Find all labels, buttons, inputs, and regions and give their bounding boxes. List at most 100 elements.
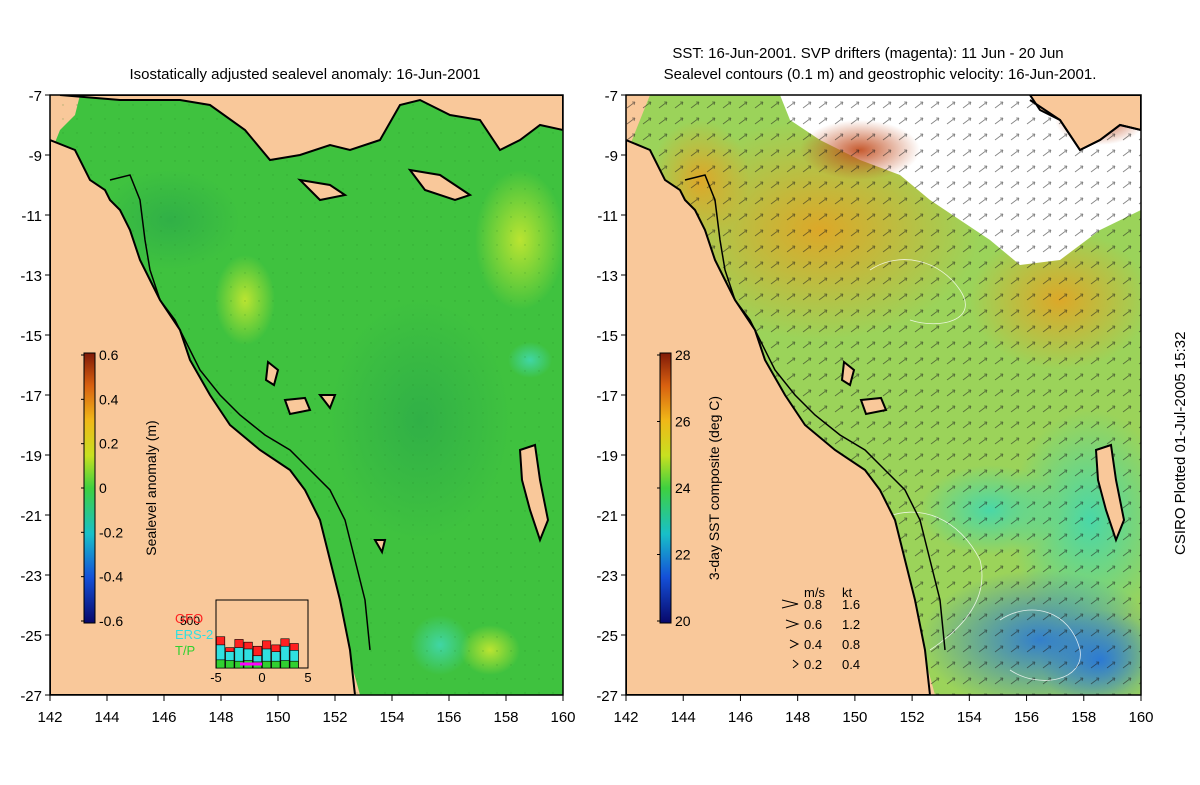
australia-land — [50, 138, 357, 695]
speed-legend-ms-value: 0.2 — [804, 657, 822, 672]
inset-frame — [215, 599, 309, 669]
left-lon-tick-label: 150 — [265, 709, 290, 726]
right-lon-tick-label: 144 — [671, 709, 696, 726]
speed-legend-kt-value: 1.2 — [842, 617, 860, 632]
left-lon-tick-label: 154 — [379, 709, 404, 726]
inset-bar-tp — [289, 660, 299, 669]
left-lat-tick-label: -19 — [20, 448, 42, 465]
island — [518, 443, 550, 543]
inset-legend-item: GFO — [175, 611, 203, 626]
sla-colorbar-tick-label: -0.6 — [99, 613, 123, 629]
islands — [407, 168, 473, 202]
inset-legend-item: ERS-2 — [175, 627, 213, 642]
shelf-contour — [109, 174, 371, 651]
inset-x-ticks: -5 0 5 — [210, 670, 311, 685]
left-lat-tick-label: -27 — [20, 688, 42, 705]
inset-bar-tp — [216, 659, 226, 669]
left-lon-tick-label: 156 — [436, 709, 461, 726]
inset-x-tick-label: 0 — [258, 670, 265, 685]
speed-legend-rows: 0.8 1.6 0.6 1.2 0.4 0.8 0.2 0.4 — [781, 597, 860, 672]
right-lat-tick-label: -15 — [596, 328, 618, 345]
left-lat-tick-label: -17 — [20, 388, 42, 405]
island — [283, 396, 312, 416]
sla-colorbar-tick-label: 0.4 — [99, 391, 119, 407]
coastline — [1029, 99, 1141, 152]
inset-x-tick-label: -5 — [210, 670, 222, 685]
left-lat-tick-label: -25 — [20, 628, 42, 645]
right-lat-tick-label: -19 — [596, 448, 618, 465]
left-lon-tick-label: 146 — [151, 709, 176, 726]
right-lat-tick-label: -25 — [596, 628, 618, 645]
left-lat-ticks: -7 -9 -11 -13 -15 -17 -19 -21 -23 -25 -27 — [20, 88, 50, 705]
sst-colorbar-gradient — [659, 352, 672, 624]
sla-colorbar-label: Sealevel anomaly (m) — [143, 420, 159, 555]
sla-colorbar-gradient — [83, 352, 96, 624]
left-lon-tick-label: 160 — [550, 709, 575, 726]
left-lon-tick-label: 144 — [94, 709, 119, 726]
sst-colorbar-tick-label: 28 — [675, 347, 691, 363]
inset-bars — [216, 636, 299, 669]
sst-colorbar-label: 3-day SST composite (deg C) — [706, 396, 722, 580]
inset-x-tick-label: 5 — [304, 670, 311, 685]
right-lon-tick-label: 148 — [785, 709, 810, 726]
new-guinea-land — [59, 95, 563, 162]
right-lon-tick-label: 142 — [613, 709, 638, 726]
right-lat-tick-label: -13 — [596, 268, 618, 285]
speed-legend-ms-value: 0.4 — [804, 637, 822, 652]
right-lon-tick-label: 150 — [842, 709, 867, 726]
left-lat-tick-label: -9 — [29, 148, 42, 165]
right-lat-tick-label: -21 — [596, 508, 618, 525]
left-lon-tick-label: 158 — [493, 709, 518, 726]
right-lon-tick-label: 160 — [1128, 709, 1153, 726]
left-lat-tick-label: -21 — [20, 508, 42, 525]
right-lat-tick-label: -7 — [605, 88, 618, 105]
left-lon-tick-label: 142 — [37, 709, 62, 726]
sealevel-contour — [999, 609, 1081, 681]
left-lat-tick-label: -15 — [20, 328, 42, 345]
australia-land — [626, 138, 932, 695]
plot-credit: CSIRO Plotted 01-Jul-2005 15:32 — [1172, 332, 1189, 555]
sst-colorbar-tick-label: 26 — [675, 414, 691, 430]
sst-colorbar-ticks: 28 26 24 22 20 — [657, 347, 691, 629]
speed-legend-ms-value: 0.6 — [804, 617, 822, 632]
shelf-contour — [684, 174, 946, 651]
sla-colorbar-tick-label: -0.4 — [99, 569, 123, 585]
right-lat-tick-label: -11 — [597, 208, 618, 225]
speed-legend-arrow — [792, 659, 799, 669]
speed-legend-arrow — [789, 639, 800, 649]
inset-legend-item: T/P — [175, 643, 195, 658]
sealevel-contour — [869, 259, 966, 325]
left-lon-tick-label: 152 — [322, 709, 347, 726]
sealevel-contour — [879, 511, 983, 651]
sla-colorbar-tick-label: 0.6 — [99, 347, 119, 363]
inset-bar-tp — [280, 660, 290, 669]
speed-legend-arrow — [781, 599, 799, 609]
right-lat-tick-label: -9 — [605, 148, 618, 165]
speed-legend-header-kt: kt — [842, 585, 853, 600]
left-lon-ticks: 142 144 146 148 150 152 154 156 158 160 — [37, 695, 576, 726]
left-lat-tick-label: -7 — [29, 88, 42, 105]
sla-colorbar-ticks: 0.6 0.4 0.2 0 -0.2 -0.4 -0.6 — [81, 347, 123, 629]
right-lat-tick-label: -23 — [596, 568, 618, 585]
right-lon-tick-label: 152 — [900, 709, 925, 726]
speed-legend-arrow — [785, 619, 800, 629]
right-panel-title-line2: Sealevel contours (0.1 m) and geostrophi… — [664, 66, 1097, 83]
inset-bar-tp — [225, 660, 235, 669]
inset-bar-tp — [262, 660, 272, 669]
islands — [297, 178, 348, 202]
sst-colorbar-tick-label: 22 — [675, 547, 691, 563]
speed-legend: m/s kt 0.8 1.6 0.6 1.2 0.4 0.8 0.2 0.4 — [781, 585, 860, 672]
right-lat-ticks: -7 -9 -11 -13 -15 -17 -19 -21 -23 -25 -27 — [596, 88, 626, 705]
speed-legend-kt-value: 0.4 — [842, 657, 860, 672]
sla-colorbar-tick-label: -0.2 — [99, 524, 123, 540]
right-lat-tick-label: -17 — [596, 388, 618, 405]
inset-bar-tp — [271, 660, 281, 669]
left-lat-tick-label: -11 — [21, 208, 42, 225]
right-map-panel: SST: 16-Jun-2001. SVP drifters (magenta)… — [596, 45, 1153, 726]
island — [1094, 443, 1126, 543]
sla-colorbar-tick-label: 0.2 — [99, 436, 119, 452]
